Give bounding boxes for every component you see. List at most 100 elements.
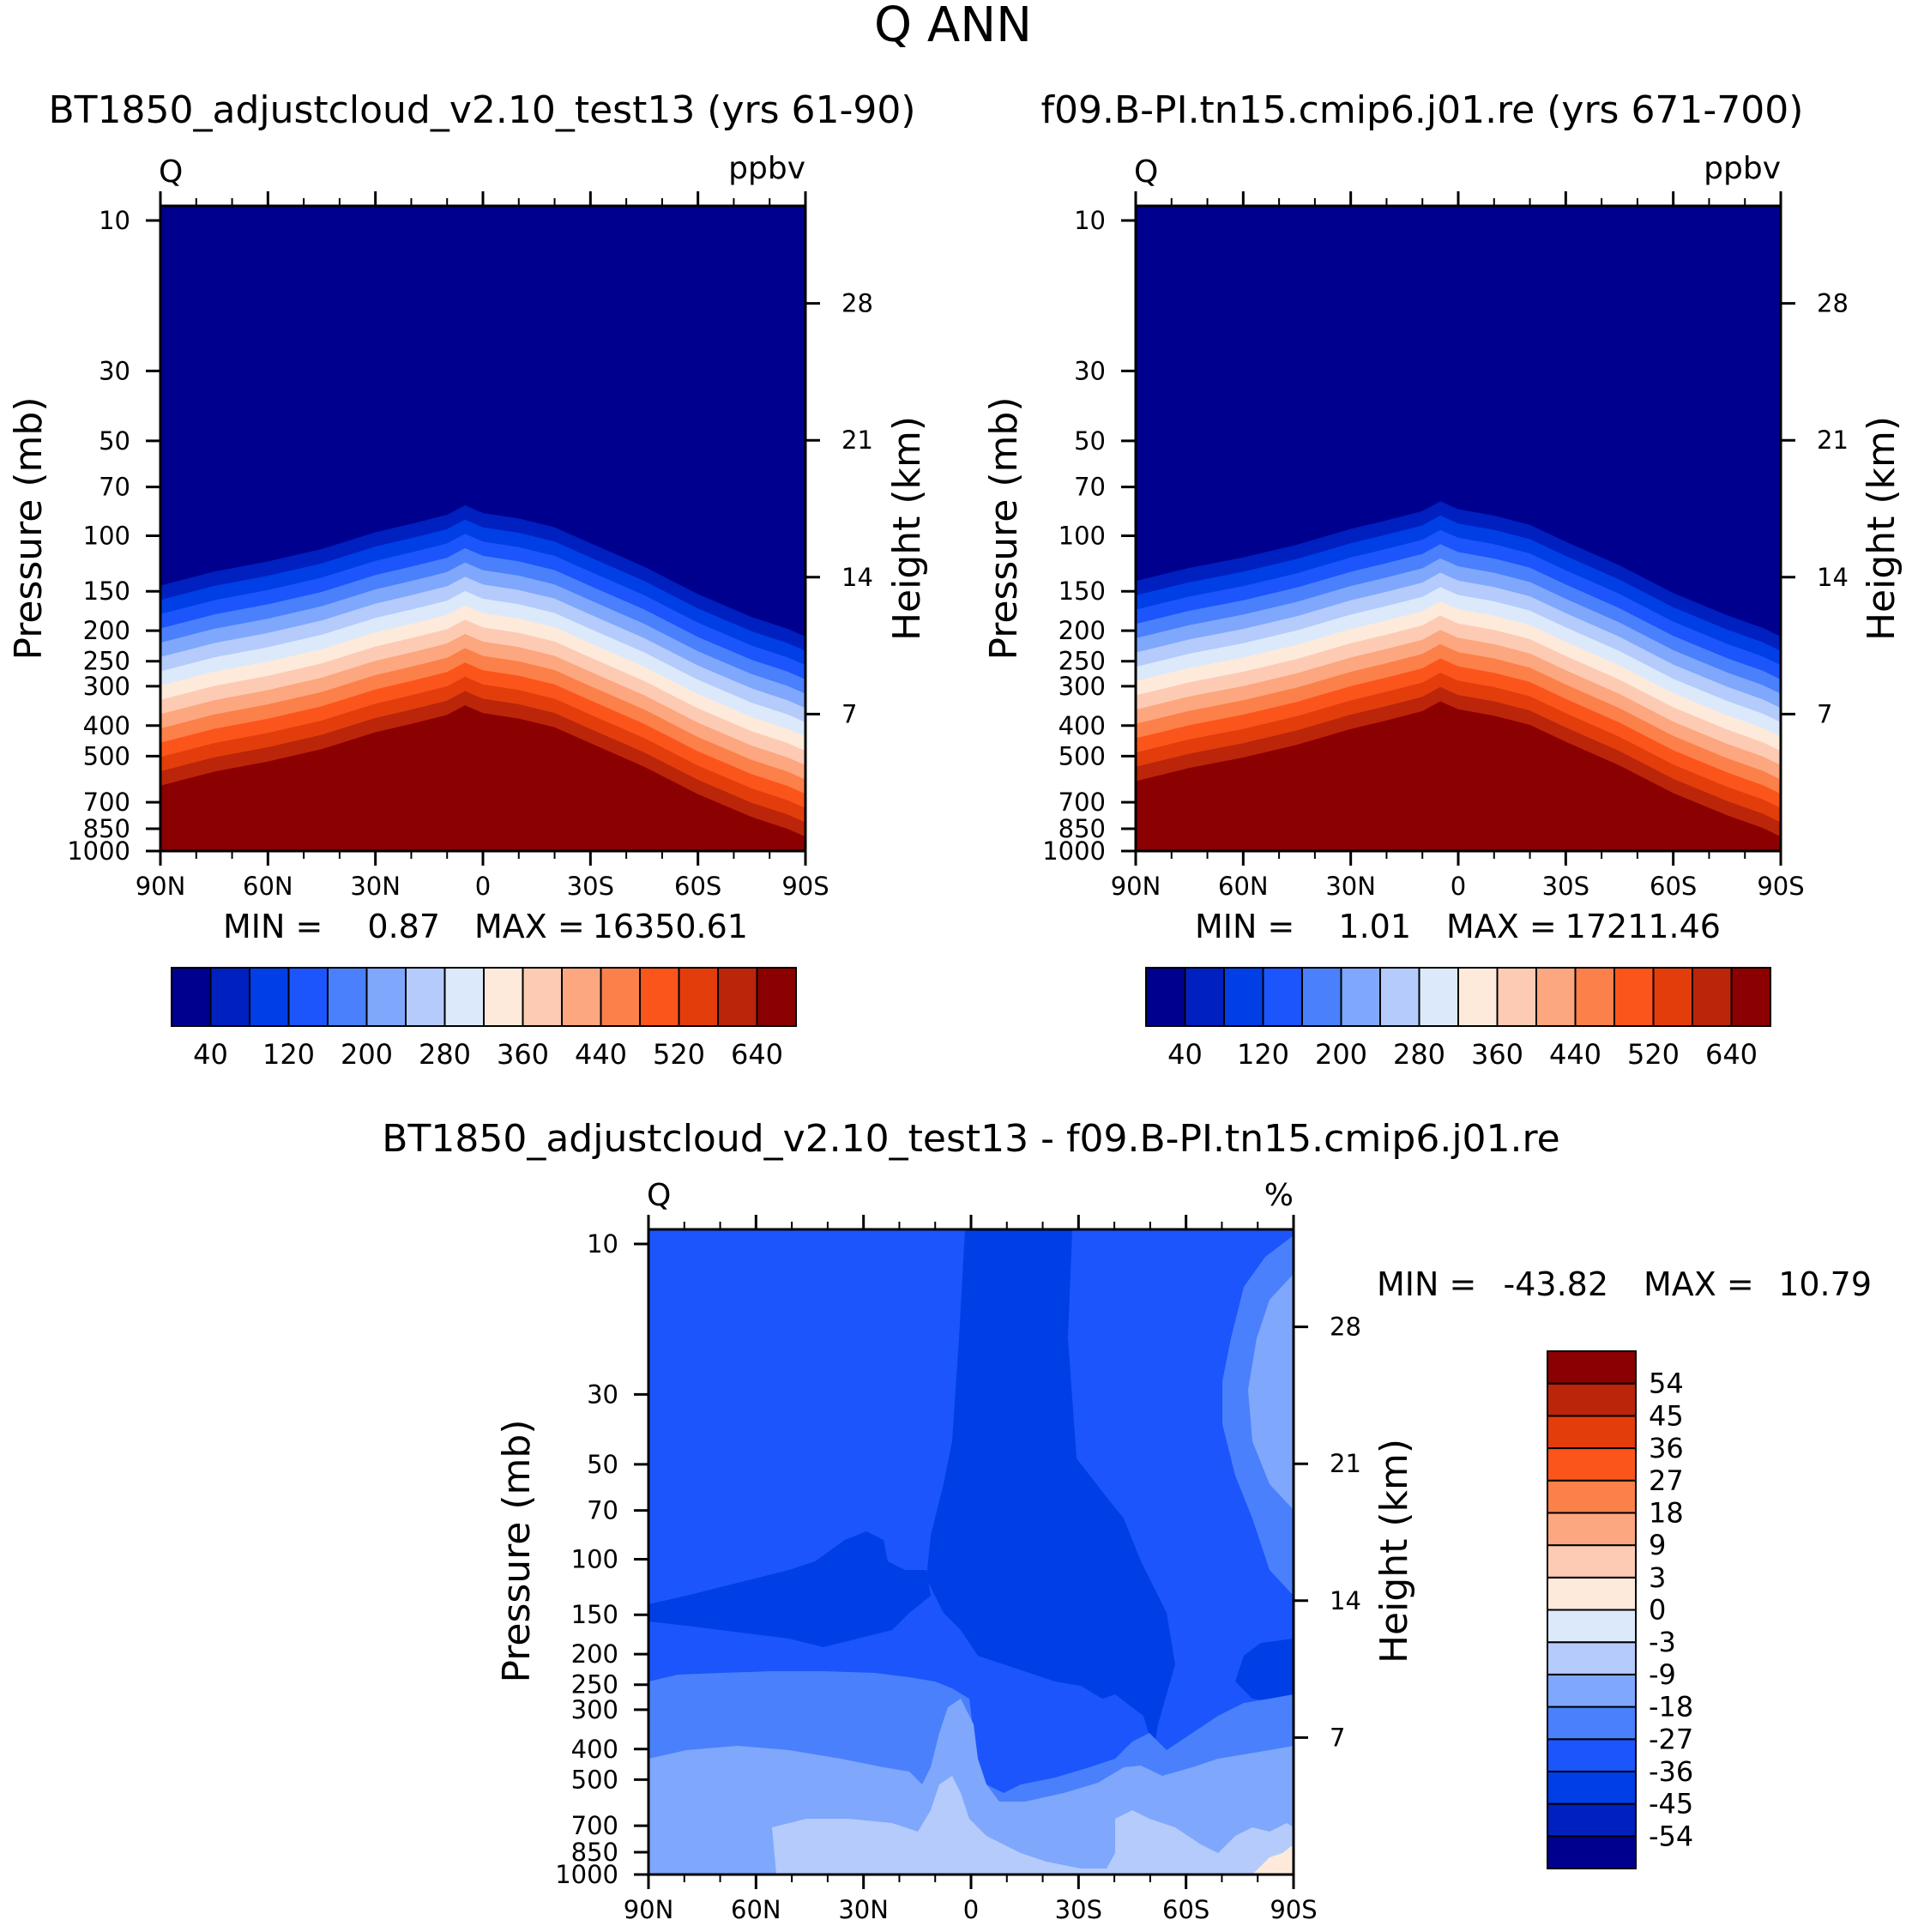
- colorbar-label: 45: [1649, 1399, 1684, 1432]
- y-right-tick-label: 7: [1817, 699, 1832, 728]
- y-tick-label: 50: [1074, 426, 1106, 456]
- y-tick-label: 500: [571, 1765, 618, 1794]
- colorbar-box: [1547, 1641, 1637, 1675]
- colorbar-box: [405, 967, 446, 1027]
- colorbar-box: [756, 967, 797, 1027]
- y-tick-label: 700: [1059, 788, 1106, 817]
- y-tick-label: 700: [83, 788, 130, 817]
- x-tick-label: 0: [963, 1895, 979, 1924]
- colorbar-box: [287, 967, 329, 1027]
- y-tick-label: 250: [83, 647, 130, 676]
- y-tick-label: 10: [1074, 206, 1106, 235]
- y-tick-label: 70: [587, 1496, 618, 1525]
- y-tick-label: 150: [1059, 577, 1106, 606]
- band-right-mid: [1235, 1639, 1294, 1707]
- colorbar-box: [561, 967, 602, 1027]
- y-tick-label: 400: [571, 1735, 618, 1764]
- y-tick-label: 250: [571, 1670, 618, 1700]
- colorbar-box: [639, 967, 680, 1027]
- colorbar-label: 18: [1649, 1496, 1684, 1529]
- y-axis-right-title: Height (km): [1372, 1439, 1416, 1663]
- band-upper-left: [648, 1531, 931, 1647]
- colorbar-label: 520: [1627, 1038, 1680, 1071]
- colorbar-box: [1613, 967, 1655, 1027]
- band-surface-positive: [1252, 1844, 1294, 1875]
- y-tick-label: 30: [587, 1380, 618, 1409]
- y-axis-title: Pressure (mb): [982, 397, 1026, 661]
- min-label: MIN =: [1377, 1265, 1476, 1303]
- min-value: -43.82: [1504, 1265, 1609, 1303]
- colorbar-label: -54: [1649, 1820, 1693, 1852]
- colorbar-box: [1223, 967, 1264, 1027]
- colorbar-box: [1547, 1706, 1637, 1741]
- colorbar-box: [1145, 967, 1186, 1027]
- colorbar-box: [1547, 1479, 1637, 1514]
- colorbar-box: [717, 967, 758, 1027]
- corner-units-label: ppbv: [728, 151, 805, 186]
- y-tick-label: 700: [571, 1811, 618, 1840]
- y-tick-label: 200: [1059, 616, 1106, 645]
- y-tick-label: 300: [571, 1695, 618, 1724]
- colorbar-box: [365, 967, 407, 1027]
- x-tick-label: 90N: [1111, 872, 1161, 901]
- y-tick-label: 850: [571, 1838, 618, 1867]
- colorbar-box: [1547, 1350, 1637, 1385]
- colorbar-box: [1301, 967, 1342, 1027]
- min-label: MIN =: [1195, 908, 1294, 945]
- x-tick-label: 30N: [1325, 872, 1376, 901]
- y-right-tick-label: 7: [841, 699, 857, 728]
- panel-title: BT1850_adjustcloud_v2.10_test13 - f09.B-…: [382, 1117, 1559, 1161]
- colorbar-label: 200: [1315, 1038, 1367, 1071]
- contour-band: [160, 705, 805, 851]
- axes: 90N 60N 30N 0 30S 60S 90S 10 30 50 70 100 150 2002503…: [555, 1215, 1361, 1924]
- x-tick-label: 60N: [243, 872, 293, 901]
- colorbar-label: 360: [497, 1038, 549, 1071]
- y-right-tick-label: 28: [1817, 289, 1849, 318]
- colorbar-box: [1340, 967, 1381, 1027]
- colorbar-box: [1418, 967, 1459, 1027]
- colorbar-box: [443, 967, 485, 1027]
- panel-title: BT1850_adjustcloud_v2.10_test13 (yrs 61-…: [48, 88, 915, 132]
- colorbar-label: 640: [1705, 1038, 1758, 1071]
- x-tick-label: 0: [475, 872, 491, 901]
- corner-variable-label: Q: [159, 154, 183, 190]
- colorbar-box: [1652, 967, 1693, 1027]
- corner-units-label: %: [1264, 1178, 1294, 1213]
- colorbar-box: [1457, 967, 1499, 1027]
- y-tick-label: 150: [83, 577, 130, 606]
- y-right-tick-label: 28: [1330, 1313, 1361, 1342]
- axes: 90N 60N 30N 0 30S 60S 90S 10 30 50 70 100 150 2002503…: [1042, 191, 1849, 901]
- colorbar-box: [1692, 967, 1733, 1027]
- colorbar-label: -36: [1649, 1755, 1693, 1788]
- x-tick-label: 60S: [1650, 872, 1697, 901]
- colorbar-box: [1184, 967, 1225, 1027]
- colorbar: 40 120 200 280 360 440 520 640: [1145, 967, 1771, 1071]
- band-right-upper-inner: [1248, 1274, 1294, 1510]
- colorbar-box: [171, 967, 212, 1027]
- y-tick-label: 100: [1059, 522, 1106, 551]
- y-tick-label: 850: [83, 814, 130, 843]
- y-right-tick-label: 21: [1330, 1449, 1361, 1478]
- y-tick-label: 200: [83, 616, 130, 645]
- colorbar-box: [1730, 967, 1771, 1027]
- y-tick-label: 70: [1074, 473, 1106, 502]
- colorbar-label: 200: [341, 1038, 393, 1071]
- colorbar-label: 3: [1649, 1561, 1666, 1594]
- min-label: MIN =: [223, 908, 323, 945]
- y-axis-title: Pressure (mb): [495, 1420, 539, 1683]
- max-value: 17211.46: [1565, 908, 1721, 945]
- colorbar-label: 54: [1649, 1367, 1684, 1400]
- y-tick-label: 10: [99, 206, 130, 235]
- x-tick-label: 30S: [1542, 872, 1589, 901]
- colorbar-box: [1547, 1835, 1637, 1869]
- colorbar-label: 40: [193, 1038, 228, 1071]
- colorbar-label: -27: [1649, 1723, 1693, 1755]
- max-label: MAX =: [474, 908, 585, 945]
- max-value: 16350.61: [593, 908, 748, 945]
- y-tick-label: 500: [1059, 741, 1106, 770]
- max-label: MAX =: [1446, 908, 1557, 945]
- x-tick-label: 30S: [567, 872, 614, 901]
- colorbar-box: [1547, 1447, 1637, 1482]
- panel-3: BT1850_adjustcloud_v2.10_test13 - f09.B-…: [382, 1117, 1872, 1924]
